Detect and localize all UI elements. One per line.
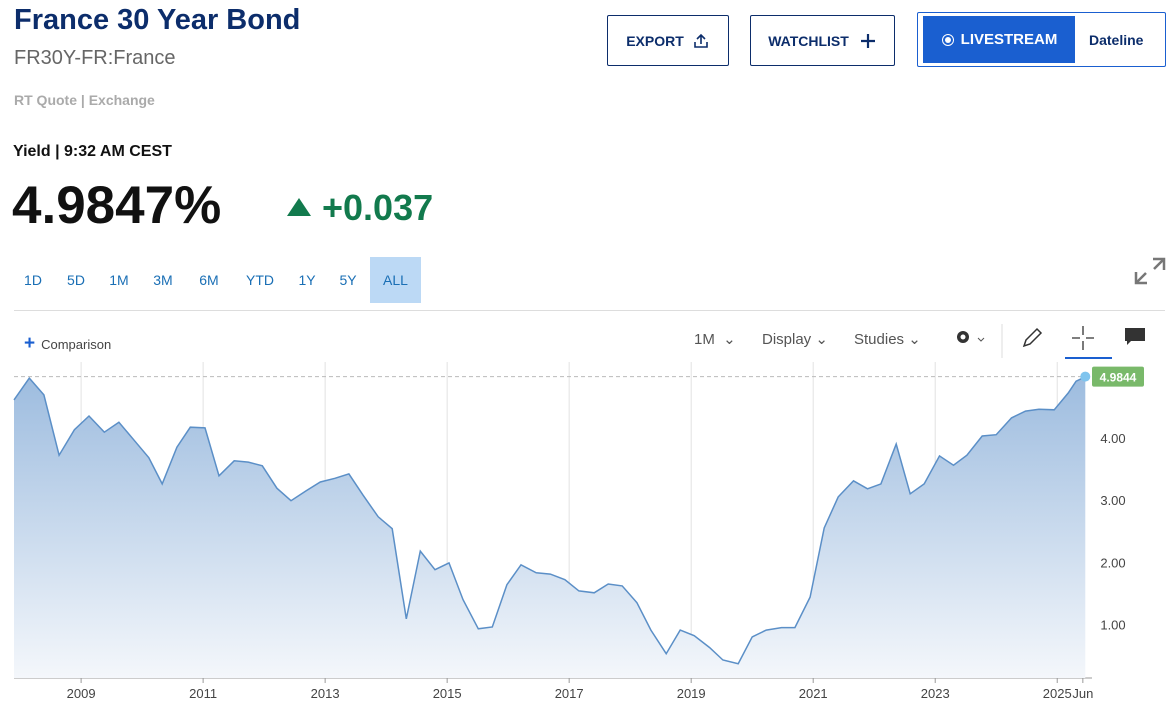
export-icon <box>693 33 708 48</box>
interval-select[interactable]: 1M ⌄ <box>694 331 736 348</box>
range-button[interactable]: YTD <box>246 272 274 288</box>
x-tick-label: 2017 <box>555 686 584 701</box>
range-button[interactable]: 3M <box>153 272 173 288</box>
x-tick-label: 2019 <box>677 686 706 701</box>
watchlist-label: WATCHLIST <box>768 32 849 49</box>
x-tick-label: 2013 <box>311 686 340 701</box>
y-tick-label: 4.00 <box>1100 431 1125 446</box>
x-tick-label: 2021 <box>799 686 828 701</box>
display-label: Display <box>762 331 812 348</box>
range-button[interactable]: ALL <box>370 257 421 303</box>
expand-icon[interactable] <box>1133 255 1167 287</box>
display-select[interactable]: Display ⌄ <box>762 331 828 348</box>
livestream-box: LIVESTREAM Dateline <box>917 12 1166 67</box>
change: +0.037 <box>322 187 434 228</box>
comparison-button[interactable]: + Comparison <box>24 333 112 354</box>
last-point <box>1080 371 1091 382</box>
draw-icon[interactable] <box>1022 327 1043 348</box>
range-button[interactable]: 6M <box>199 272 219 288</box>
export-label: EXPORT <box>626 32 684 49</box>
x-tick-label: 2009 <box>67 686 96 701</box>
export-button[interactable]: EXPORT <box>607 15 729 66</box>
range-button[interactable]: 1M <box>109 272 129 288</box>
symbol: FR30Y-FR:France <box>14 47 176 69</box>
last-value-badge <box>1092 366 1144 387</box>
x-tick-label: Jun <box>1072 686 1093 701</box>
studies-label: Studies <box>854 331 905 348</box>
x-tick-label: 2023 <box>921 686 950 701</box>
livestream-button[interactable]: LIVESTREAM <box>923 16 1075 63</box>
range-button[interactable]: 5D <box>67 272 85 288</box>
x-tick-label: 2015 <box>433 686 462 701</box>
comment-icon[interactable] <box>1125 328 1145 345</box>
chart-tools <box>957 324 1145 359</box>
divider <box>14 310 1165 311</box>
crosshair-icon[interactable] <box>1072 326 1094 350</box>
studies-select[interactable]: Studies ⌄ <box>854 331 921 348</box>
settings-icon[interactable] <box>957 331 985 343</box>
interval-label: 1M <box>694 331 715 348</box>
dateline-button[interactable]: Dateline <box>1089 31 1144 48</box>
comparison-label: Comparison <box>41 337 112 352</box>
y-tick-label: 2.00 <box>1100 555 1125 570</box>
x-tick-label: 2011 <box>189 686 217 701</box>
y-tick-label: 1.00 <box>1100 617 1125 632</box>
price: 4.9847% <box>12 176 222 235</box>
x-tick-label: 2025 <box>1043 686 1072 701</box>
range-button[interactable]: 1Y <box>298 272 316 288</box>
watchlist-button[interactable]: WATCHLIST <box>750 15 895 66</box>
range-button[interactable]: 1D <box>24 272 42 288</box>
title: France 30 Year Bond <box>14 4 301 36</box>
area <box>14 376 1086 678</box>
line <box>13 376 1086 665</box>
yield-label: Yield | 9:32 AM CEST <box>13 143 172 160</box>
up-arrow <box>287 198 311 216</box>
quote-source: RT Quote | Exchange <box>14 92 155 108</box>
y-tick-label: 3.00 <box>1100 493 1125 508</box>
range-button[interactable]: 5Y <box>339 272 357 288</box>
live-icon <box>941 33 954 46</box>
last-value-label: 4.9844 <box>1100 371 1137 385</box>
plus-icon <box>860 33 875 48</box>
livestream-label: LIVESTREAM <box>960 31 1058 48</box>
